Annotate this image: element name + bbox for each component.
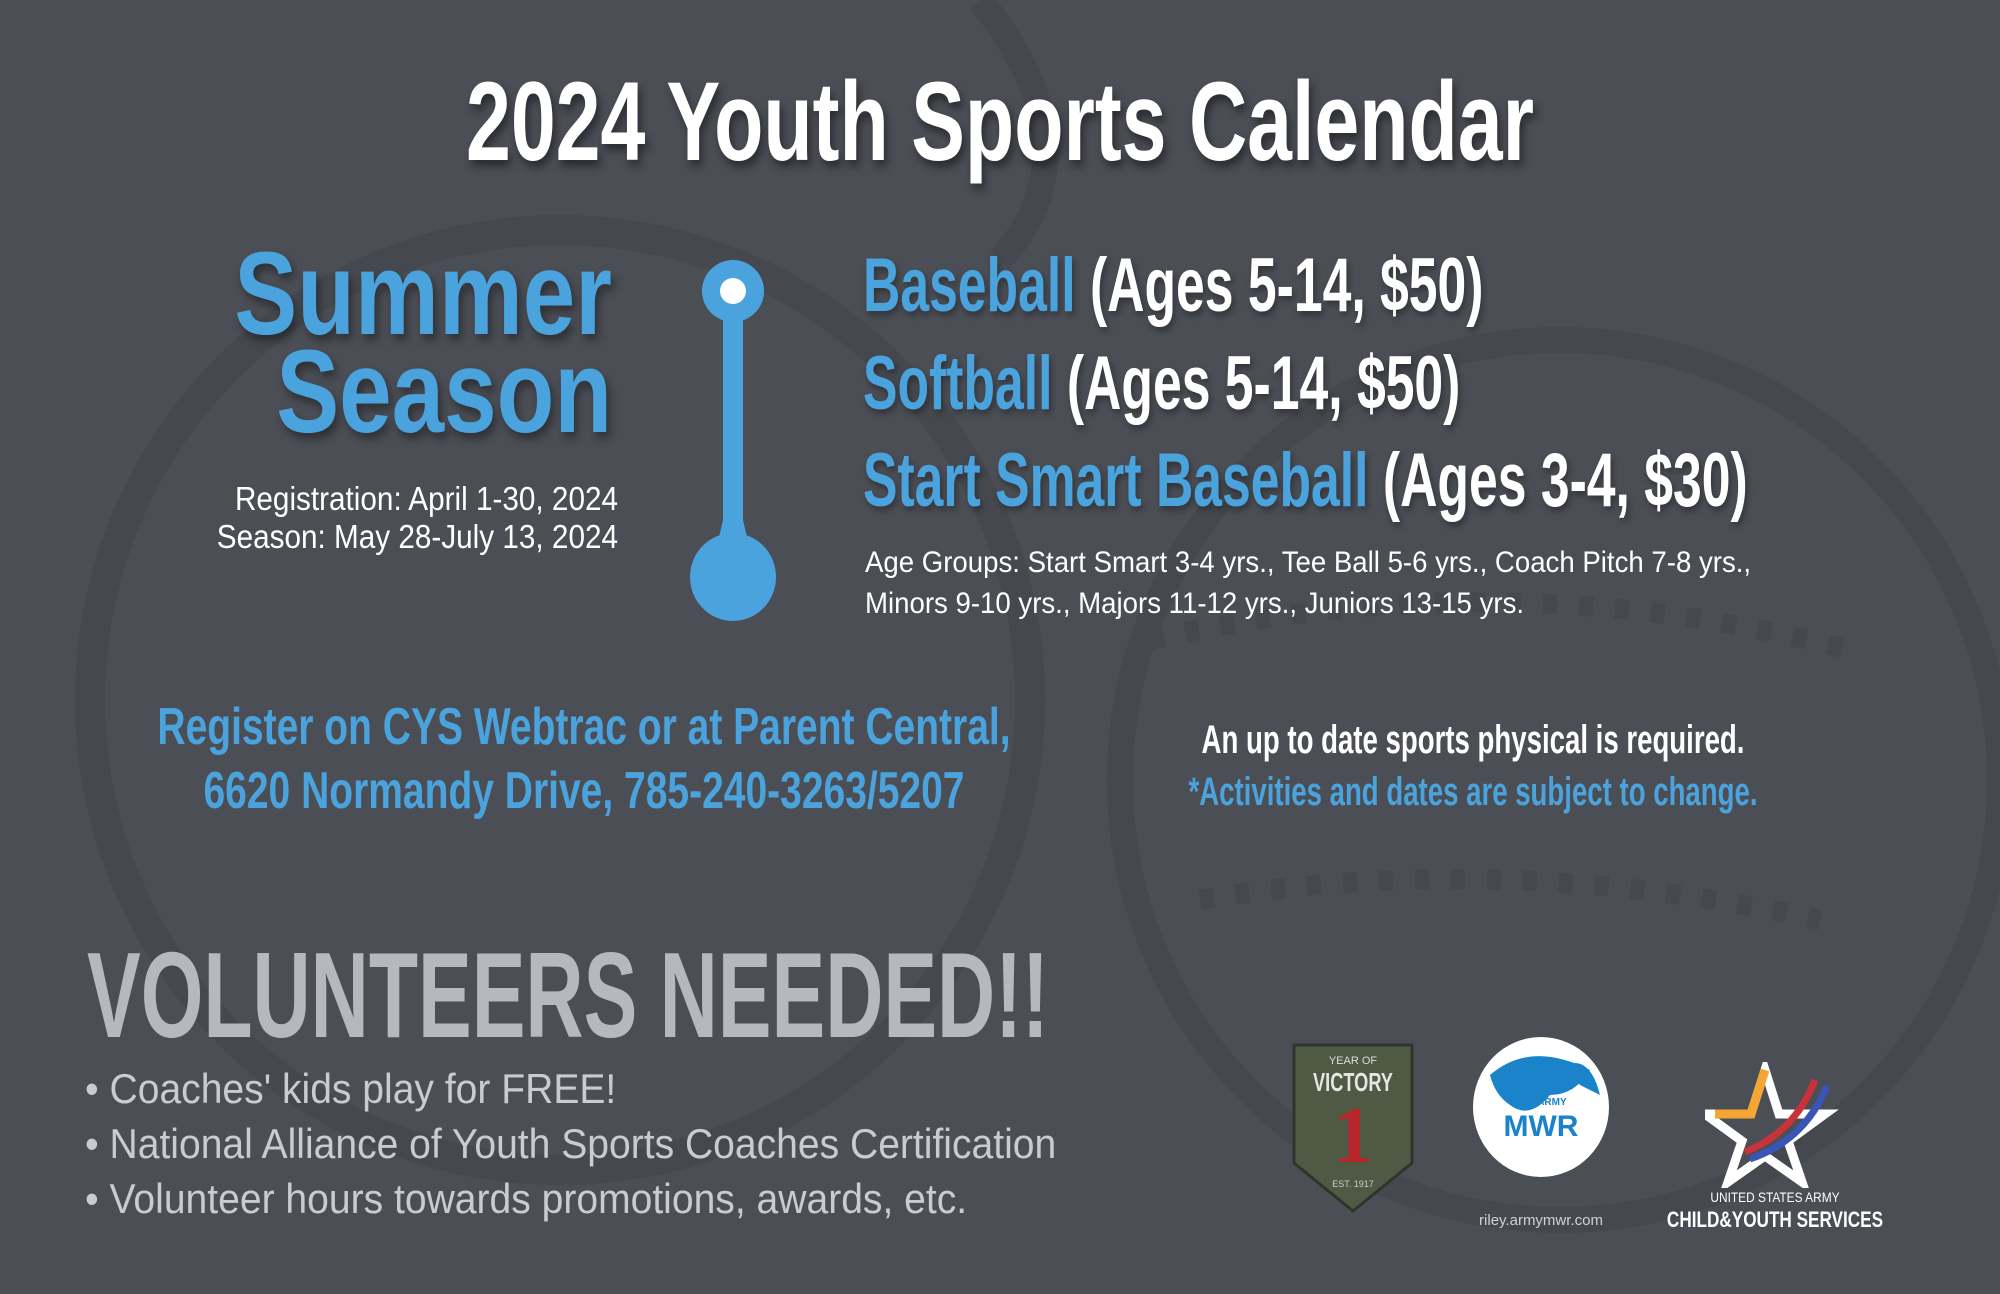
cys-star-icon bbox=[1705, 1062, 1839, 1188]
cys-line2: CHILD&YOUTH SERVICES bbox=[1666, 1207, 1884, 1232]
army-mwr-logo: U.S. ARMY MWR bbox=[1470, 1035, 1612, 1180]
age-groups-line1: Age Groups: Start Smart 3-4 yrs., Tee Ba… bbox=[865, 546, 1752, 579]
register-info-line2: 6620 Normandy Drive, 785-240-3263/5207 bbox=[203, 762, 965, 820]
season-dates: Season: May 28-July 13, 2024 bbox=[216, 518, 618, 555]
spoon-divider-icon bbox=[690, 260, 776, 621]
season-line1: Summer bbox=[234, 228, 612, 360]
season-heading: Summer Season bbox=[122, 228, 612, 458]
sport-baseball: Baseball (Ages 5-14, $50) bbox=[863, 243, 1484, 328]
registration-dates: Registration: April 1-30, 2024 bbox=[234, 480, 618, 517]
volunteers-heading: VOLUNTEERS NEEDED!! bbox=[87, 927, 1049, 1063]
volunteer-bullet: • National Alliance of Youth Sports Coac… bbox=[85, 1120, 1057, 1167]
register-info-line1: Register on CYS Webtrac or at Parent Cen… bbox=[157, 698, 1011, 756]
sport-softball: Softball (Ages 5-14, $50) bbox=[863, 341, 1461, 426]
physical-notice: An up to date sports physical is require… bbox=[1201, 718, 1745, 762]
year-of-victory-logo: YEAR OF VICTORY 1 EST. 1917 bbox=[1292, 1043, 1414, 1213]
volunteer-bullet: • Coaches' kids play for FREE! bbox=[85, 1065, 617, 1112]
cys-line1: UNITED STATES ARMY bbox=[1710, 1189, 1840, 1205]
change-notice: *Activities and dates are subject to cha… bbox=[1188, 770, 1758, 814]
volunteer-bullet: • Volunteer hours towards promotions, aw… bbox=[85, 1175, 968, 1222]
sport-start-smart: Start Smart Baseball (Ages 3-4, $30) bbox=[863, 438, 1748, 523]
mwr-website-link[interactable]: riley.armymwr.com bbox=[1479, 1212, 1603, 1229]
page-title: 2024 Youth Sports Calendar bbox=[465, 59, 1535, 184]
season-line2: Season bbox=[276, 326, 612, 458]
age-groups-line2: Minors 9-10 yrs., Majors 11-12 yrs., Jun… bbox=[865, 587, 1525, 620]
